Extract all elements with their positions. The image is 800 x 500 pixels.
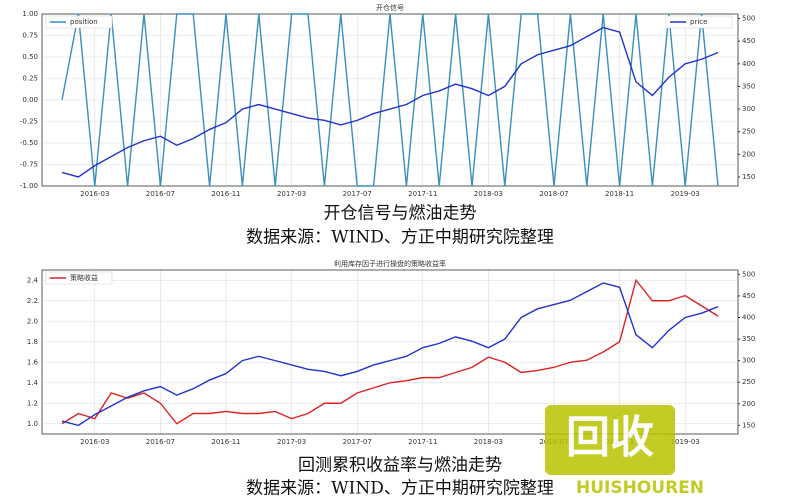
y2-tick-label: 200 xyxy=(742,400,755,408)
legend-box xyxy=(45,15,113,29)
caption: 开仓信号与燃油走势 xyxy=(324,204,477,224)
legend-label: position xyxy=(70,18,98,26)
y2-tick-label: 350 xyxy=(742,82,755,90)
x-tick-label: 2018-03 xyxy=(474,190,503,198)
legend-box xyxy=(665,15,733,29)
y2-tick-label: 250 xyxy=(742,128,755,136)
series-line xyxy=(61,282,719,427)
watermark-logo-bg xyxy=(545,405,675,475)
x-tick-label: 2016-03 xyxy=(80,190,109,198)
chart-title: 开仓信号 xyxy=(376,3,404,12)
series-line xyxy=(61,26,719,178)
y2-tick-label: 500 xyxy=(742,15,755,23)
x-tick-label: 2016-03 xyxy=(80,438,109,446)
y2-tick-label: 450 xyxy=(742,292,755,300)
x-tick-label: 2017-03 xyxy=(277,190,306,198)
source: 数据来源：WIND、方正中期研究院整理 xyxy=(246,228,554,248)
y-tick-label: -1.00 xyxy=(20,182,38,190)
source: 数据来源：WIND、方正中期研究院整理 xyxy=(246,479,554,499)
x-tick-label: 2017-11 xyxy=(408,438,437,446)
series-line xyxy=(61,13,719,187)
y-tick-label: 1.6 xyxy=(27,358,39,366)
y-tick-label: 2.4 xyxy=(27,276,39,284)
y-tick-label: 0.25 xyxy=(22,75,38,83)
plot-frame xyxy=(41,269,739,435)
x-tick-label: 2016-07 xyxy=(146,438,175,446)
legend-box xyxy=(45,271,113,285)
y-tick-label: 2.2 xyxy=(27,297,38,305)
caption: 回测累积收益率与燃油走势 xyxy=(298,456,502,476)
y2-tick-label: 350 xyxy=(742,335,755,343)
y2-tick-label: 400 xyxy=(742,313,755,321)
y2-tick-label: 300 xyxy=(742,357,755,365)
y-tick-label: 1.00 xyxy=(22,10,38,18)
x-tick-label: 2017-03 xyxy=(277,438,306,446)
y-tick-label: 0.00 xyxy=(22,96,38,104)
y-tick-label: -0.25 xyxy=(20,118,38,126)
x-tick-label: 2016-11 xyxy=(211,438,240,446)
x-tick-label: 2018-03 xyxy=(474,438,503,446)
x-tick-label: 2017-07 xyxy=(343,438,372,446)
y-tick-label: 2.0 xyxy=(27,317,38,325)
y2-tick-label: 450 xyxy=(742,37,755,45)
y-tick-label: -0.75 xyxy=(20,161,38,169)
x-tick-label: 2017-07 xyxy=(343,190,372,198)
x-tick-label: 2019-03 xyxy=(671,190,700,198)
y2-tick-label: 500 xyxy=(742,270,755,278)
x-tick-label: 2018-11 xyxy=(605,190,634,198)
watermark: 回收 HUISHOUREN xyxy=(545,405,704,498)
y-tick-label: 1.0 xyxy=(27,420,38,428)
y2-tick-label: 200 xyxy=(742,150,755,158)
watermark-brand: HUISHOUREN xyxy=(576,478,704,498)
y2-tick-label: 400 xyxy=(742,60,755,68)
x-tick-label: 2016-07 xyxy=(146,190,175,198)
y-tick-label: 1.2 xyxy=(27,399,38,407)
y-tick-label: 0.50 xyxy=(22,53,38,61)
series-line xyxy=(61,278,719,425)
x-tick-label: 2019-03 xyxy=(671,438,700,446)
x-tick-label: 2016-11 xyxy=(211,190,240,198)
x-tick-label: 2018-07 xyxy=(539,190,568,198)
watermark-logo: 回收 xyxy=(566,412,654,463)
chart-title: 利用库存因子进行操盘的策略收益率 xyxy=(334,259,446,268)
y2-tick-label: 300 xyxy=(742,105,755,113)
y2-tick-label: 250 xyxy=(742,378,755,386)
y2-tick-label: 150 xyxy=(742,173,755,181)
x-tick-label: 2017-11 xyxy=(408,190,437,198)
y2-tick-label: 150 xyxy=(742,421,755,429)
legend-label: 策略收益 xyxy=(70,273,98,282)
y-tick-label: 1.8 xyxy=(27,338,38,346)
legend-label: price xyxy=(690,18,707,26)
y-tick-label: -0.50 xyxy=(20,139,38,147)
y-tick-label: 0.75 xyxy=(22,32,38,40)
y-tick-label: 1.4 xyxy=(27,379,39,387)
